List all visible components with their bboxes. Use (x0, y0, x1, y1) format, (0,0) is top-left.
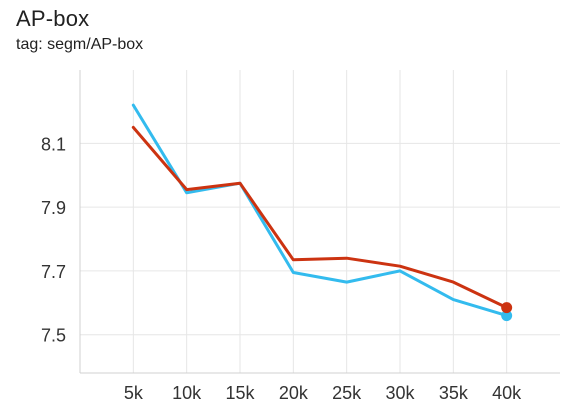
x-tick-label: 40k (492, 383, 522, 403)
x-tick-label: 25k (332, 383, 362, 403)
series-end-marker-2 (501, 302, 513, 314)
x-tick-label: 20k (279, 383, 309, 403)
chart-title: AP-box (16, 6, 90, 31)
x-tick-label: 35k (439, 383, 469, 403)
y-tick-label: 8.1 (41, 134, 66, 154)
y-tick-label: 7.9 (41, 198, 66, 218)
x-tick-label: 5k (124, 383, 144, 403)
x-tick-label: 30k (385, 383, 415, 403)
x-tick-label: 15k (225, 383, 255, 403)
tick-labels: 7.5 7.7 7.9 8.1 5k 10k 15k 20k 25k 30k 35k 40k (41, 134, 522, 403)
chart-tag: tag: segm/AP-box (16, 36, 144, 53)
series-end-marker-1 (501, 310, 513, 322)
grid (80, 70, 560, 373)
series-line-2 (131, 125, 509, 310)
series-line-1 (131, 103, 509, 318)
y-tick-label: 7.5 (41, 326, 66, 346)
y-tick-label: 7.7 (41, 262, 66, 282)
x-tick-label: 10k (172, 383, 202, 403)
series-lines (131, 103, 513, 322)
axes (79, 70, 560, 374)
